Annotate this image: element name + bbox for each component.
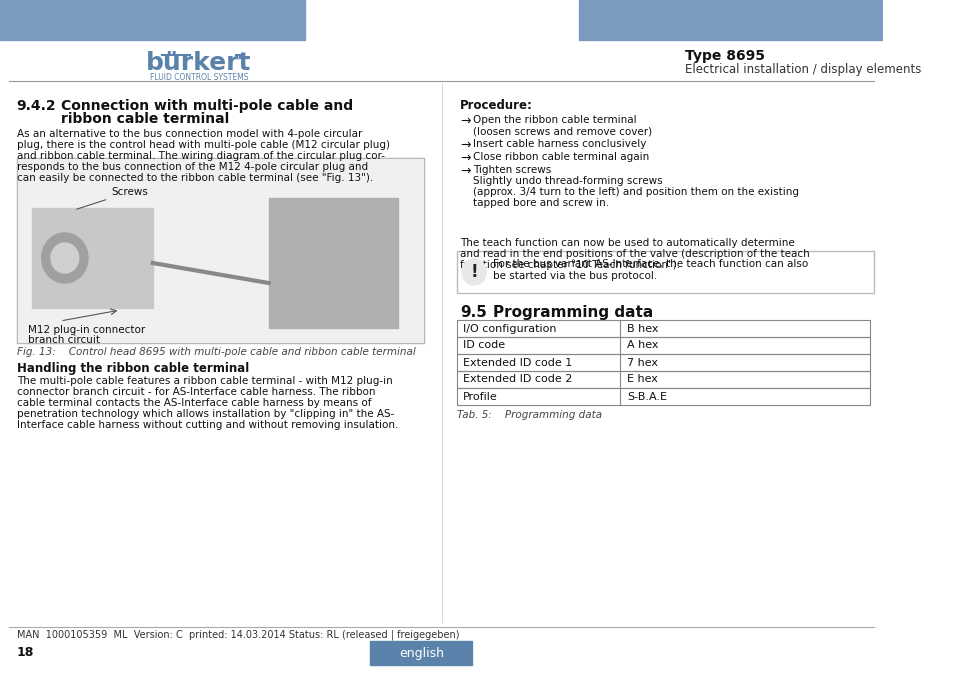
- Text: function see chapter "10 Teach function").: function see chapter "10 Teach function"…: [459, 260, 679, 270]
- Text: Slightly undo thread-forming screws: Slightly undo thread-forming screws: [473, 176, 662, 186]
- Text: Electrical installation / display elements: Electrical installation / display elemen…: [684, 63, 921, 75]
- Text: Handling the ribbon cable terminal: Handling the ribbon cable terminal: [16, 362, 249, 375]
- Text: ribbon cable terminal: ribbon cable terminal: [61, 112, 229, 126]
- Text: A hex: A hex: [626, 341, 658, 351]
- Text: I/O configuration: I/O configuration: [462, 324, 556, 334]
- Bar: [457, 388, 869, 405]
- Bar: [457, 251, 873, 293]
- Text: penetration technology which allows installation by "clipping in" the AS-: penetration technology which allows inst…: [16, 409, 394, 419]
- Text: Procedure:: Procedure:: [459, 99, 533, 112]
- Text: branch circuit: branch circuit: [28, 335, 100, 345]
- Text: Open the ribbon cable terminal: Open the ribbon cable terminal: [473, 115, 637, 125]
- Bar: [457, 354, 869, 371]
- Bar: [457, 337, 869, 354]
- Text: Fig. 13:    Control head 8695 with multi-pole cable and ribbon cable terminal: Fig. 13: Control head 8695 with multi-po…: [16, 347, 415, 357]
- Text: Extended ID code 1: Extended ID code 1: [462, 357, 572, 367]
- Bar: [0, 0, 304, 40]
- Text: 18: 18: [16, 647, 34, 660]
- Text: Screws: Screws: [76, 187, 148, 209]
- Text: For the bus variant AS-Interface, the teach function can also: For the bus variant AS-Interface, the te…: [492, 259, 807, 269]
- Text: →: →: [459, 115, 470, 128]
- Text: Tab. 5:    Programming data: Tab. 5: Programming data: [457, 410, 602, 420]
- Text: Type 8695: Type 8695: [684, 49, 764, 63]
- Text: MAN  1000105359  ML  Version: C  printed: 14.03.2014 Status: RL (released | frei: MAN 1000105359 ML Version: C printed: 14…: [16, 630, 458, 640]
- Text: cable terminal contacts the AS-Interface cable harness by means of: cable terminal contacts the AS-Interface…: [16, 398, 371, 408]
- Bar: [578, 0, 882, 40]
- Bar: [32, 208, 152, 308]
- Text: (approx. 3/4 turn to the left) and position them on the existing: (approx. 3/4 turn to the left) and posit…: [473, 187, 799, 197]
- Text: Tighten screws: Tighten screws: [473, 165, 551, 175]
- Text: The multi-pole cable features a ribbon cable terminal - with M12 plug-in: The multi-pole cable features a ribbon c…: [16, 376, 392, 386]
- Text: connector branch circuit - for AS-Interface cable harness. The ribbon: connector branch circuit - for AS-Interf…: [16, 387, 375, 397]
- Text: Programming data: Programming data: [492, 305, 652, 320]
- Text: Insert cable harness conclusively: Insert cable harness conclusively: [473, 139, 646, 149]
- Circle shape: [461, 259, 486, 285]
- Text: 9.4.2: 9.4.2: [16, 99, 56, 113]
- Text: 9.5: 9.5: [459, 305, 487, 320]
- Text: →: →: [459, 165, 470, 178]
- Text: (loosen screws and remove cover): (loosen screws and remove cover): [473, 126, 652, 136]
- Bar: [457, 371, 869, 388]
- Text: M12 plug-in connector: M12 plug-in connector: [28, 325, 145, 335]
- Text: plug, there is the control head with multi-pole cable (M12 circular plug): plug, there is the control head with mul…: [16, 140, 389, 150]
- Text: responds to the bus connection of the M12 4-pole circular plug and: responds to the bus connection of the M1…: [16, 162, 368, 172]
- Text: E hex: E hex: [626, 374, 658, 384]
- Text: english: english: [398, 647, 443, 660]
- Text: Close ribbon cable terminal again: Close ribbon cable terminal again: [473, 152, 649, 162]
- Bar: [16, 158, 424, 343]
- Text: Interface cable harness without cutting and without removing insulation.: Interface cable harness without cutting …: [16, 420, 397, 430]
- Text: →: →: [459, 152, 470, 165]
- Text: !: !: [470, 263, 477, 281]
- Text: tapped bore and screw in.: tapped bore and screw in.: [473, 198, 609, 208]
- Text: Connection with multi-pole cable and: Connection with multi-pole cable and: [61, 99, 353, 113]
- Text: Extended ID code 2: Extended ID code 2: [462, 374, 572, 384]
- Circle shape: [42, 233, 88, 283]
- Text: can easily be connected to the ribbon cable terminal (see "Fig. 13").: can easily be connected to the ribbon ca…: [16, 173, 373, 183]
- Text: ID code: ID code: [462, 341, 505, 351]
- Text: 7 hex: 7 hex: [626, 357, 658, 367]
- Text: →: →: [459, 139, 470, 152]
- Bar: [269, 198, 397, 328]
- Bar: [17, 159, 423, 342]
- Text: bürkert: bürkert: [146, 51, 252, 75]
- Text: B hex: B hex: [626, 324, 658, 334]
- Circle shape: [51, 243, 79, 273]
- Text: be started via the bus protocol.: be started via the bus protocol.: [492, 271, 657, 281]
- Bar: [457, 320, 869, 337]
- Text: S-B.A.E: S-B.A.E: [626, 392, 666, 402]
- Text: FLUID CONTROL SYSTEMS: FLUID CONTROL SYSTEMS: [150, 73, 248, 81]
- Text: and read in the end positions of the valve (description of the teach: and read in the end positions of the val…: [459, 249, 809, 259]
- Bar: [370, 641, 472, 665]
- Text: Profile: Profile: [462, 392, 497, 402]
- Text: The teach function can now be used to automatically determine: The teach function can now be used to au…: [459, 238, 794, 248]
- Text: As an alternative to the bus connection model with 4-pole circular: As an alternative to the bus connection …: [16, 129, 362, 139]
- Text: and ribbon cable terminal. The wiring diagram of the circular plug cor-: and ribbon cable terminal. The wiring di…: [16, 151, 384, 161]
